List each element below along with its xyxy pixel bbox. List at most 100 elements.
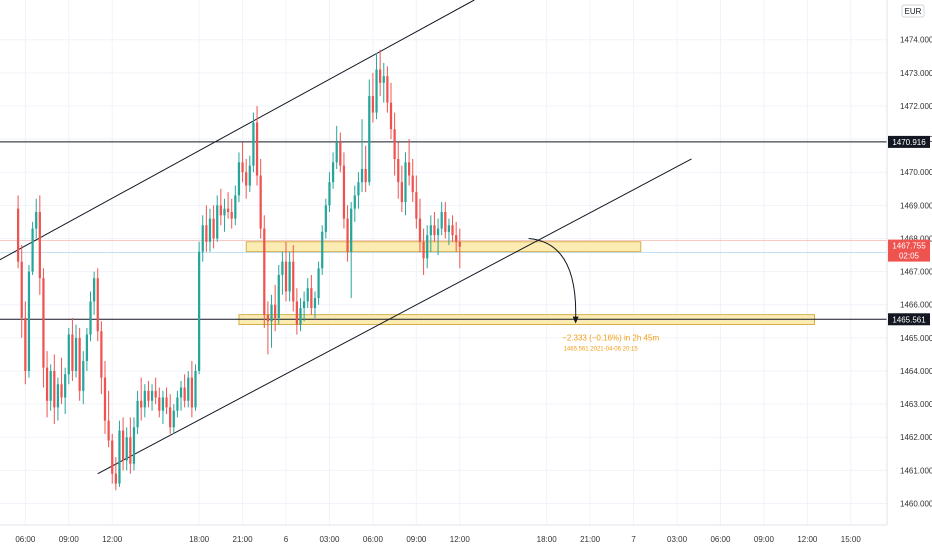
- candle-body: [158, 397, 161, 411]
- trend-line: [0, 0, 475, 261]
- candle-body: [194, 370, 197, 408]
- candle-body: [78, 337, 81, 391]
- candle-body: [371, 96, 375, 113]
- candle-body: [288, 261, 291, 292]
- projection-subtext: 1465.561 2021-04-06 20:15: [564, 347, 639, 353]
- candle-body: [176, 397, 179, 411]
- candle-body: [375, 69, 378, 113]
- candle-body: [71, 334, 74, 371]
- candle-body: [237, 162, 241, 196]
- candle-body: [96, 278, 99, 332]
- candle-body: [118, 430, 121, 484]
- currency-badge[interactable]: [901, 4, 925, 18]
- candle-body: [114, 473, 117, 484]
- candle-body: [415, 192, 418, 219]
- candle-body: [335, 142, 338, 163]
- x-tick-label: 12:00: [102, 535, 123, 544]
- candle-body: [266, 314, 270, 322]
- candle-body: [187, 377, 190, 401]
- candle-body: [89, 301, 92, 335]
- candle-body: [45, 367, 49, 401]
- candle-body: [129, 437, 132, 464]
- candle-body: [56, 384, 60, 408]
- candle-body: [328, 182, 331, 206]
- x-tick-label: 03:00: [319, 535, 340, 544]
- candle-body: [190, 377, 194, 408]
- candle-body: [292, 261, 295, 302]
- candle-body: [245, 172, 248, 186]
- candle-body: [350, 208, 353, 252]
- y-tick-label: 1464.000: [900, 367, 932, 376]
- countdown-label: 02:05: [899, 252, 920, 261]
- y-tick-label: 1472.000: [900, 102, 932, 111]
- candle-body: [321, 231, 324, 269]
- y-tick-label: 1466.000: [900, 301, 932, 310]
- last-price-label: 1467.755: [892, 242, 926, 251]
- candle-body: [161, 397, 165, 411]
- y-tick-label: 1468.000: [900, 234, 932, 243]
- candle-body: [458, 241, 461, 247]
- x-tick-label: 12:00: [797, 535, 818, 544]
- projection-arrow: [528, 237, 577, 319]
- candle-body: [85, 334, 89, 362]
- candle-body: [368, 96, 371, 183]
- candle-body: [451, 225, 454, 236]
- price-label-bg: [888, 135, 930, 148]
- candle-body: [324, 205, 327, 232]
- candle-body: [208, 218, 212, 242]
- candle-body: [255, 122, 259, 176]
- candle-body: [248, 165, 251, 186]
- price-label-bg: [888, 313, 930, 326]
- candle-body: [103, 377, 107, 421]
- candle-body: [339, 142, 342, 166]
- y-tick-label: 1460.000: [900, 499, 932, 508]
- x-tick-label: 18:00: [537, 535, 558, 544]
- candles: [16, 49, 461, 491]
- y-tick-label: 1461.000: [900, 466, 932, 475]
- x-tick-label: 18:00: [189, 535, 210, 544]
- x-tick-label: 12:00: [450, 535, 471, 544]
- candle-body: [299, 308, 302, 325]
- candle-body: [111, 440, 114, 474]
- candle-body: [252, 122, 255, 166]
- candle-body: [404, 162, 407, 203]
- candle-body: [165, 397, 168, 408]
- candle-body: [223, 208, 226, 216]
- x-tick-label: 6: [284, 535, 289, 544]
- x-tick-label: 21:00: [580, 535, 601, 544]
- candle-body: [277, 274, 280, 318]
- y-tick-labels: 1460.000 1461.000 1462.000 1463.000 1464.000…: [900, 36, 932, 509]
- candle-body: [295, 301, 298, 325]
- candle-body: [24, 317, 27, 371]
- candle-body: [212, 218, 215, 239]
- projection: −2.333 (−0.16%) in 2h 45m 1465.561 2021-0…: [528, 237, 659, 353]
- candle-body: [263, 228, 266, 315]
- candle-body: [259, 175, 262, 229]
- candle-body: [82, 361, 85, 391]
- y-tick-label: 1463.000: [900, 400, 932, 409]
- x-tick-label: 15:00: [841, 535, 862, 544]
- candle-body: [38, 211, 41, 279]
- y-tick-label: 1473.000: [900, 69, 932, 78]
- candle-body: [342, 165, 346, 219]
- candle-body: [429, 225, 432, 236]
- candle-body: [183, 387, 186, 401]
- candle-body: [313, 298, 317, 309]
- candle-body: [35, 211, 38, 229]
- candle-body: [270, 304, 273, 322]
- candle-body: [150, 390, 154, 401]
- candle-body: [107, 420, 110, 441]
- zones: [238, 241, 815, 326]
- candle-body: [27, 271, 31, 371]
- candle-body: [426, 235, 429, 259]
- candle-body: [284, 261, 288, 292]
- candle-body: [379, 69, 382, 83]
- candle-body: [422, 241, 425, 259]
- candle-body: [64, 374, 67, 398]
- candle-body: [302, 301, 306, 309]
- candle-body: [331, 162, 335, 183]
- candle-body: [411, 175, 414, 193]
- candle-body: [53, 370, 56, 408]
